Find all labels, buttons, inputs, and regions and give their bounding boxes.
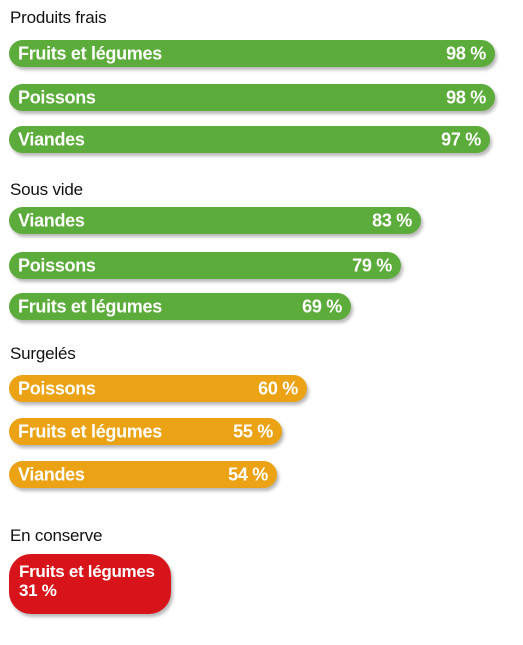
bar-label: Poissons [18, 255, 96, 275]
bar-value: 60 % [258, 378, 298, 398]
bar-label: Poissons [18, 378, 96, 398]
bar-label: Fruits et légumes [18, 43, 162, 63]
bar-label: Viandes [18, 210, 85, 230]
bar-value: 54 % [228, 464, 268, 484]
bar-label: Viandes [18, 129, 85, 149]
bar-label-text: Fruits et légumes [19, 562, 155, 581]
bar-value: 83 % [372, 210, 412, 230]
bar-value: 69 % [302, 296, 342, 316]
bar-en-conserve-1: Fruits et légumes 31 % [9, 554, 171, 614]
group-title-en-conserve: En conserve [10, 526, 103, 545]
bar-sous-vide-1: Viandes 83 % [9, 207, 421, 234]
bar-label: Fruits et légumes [18, 296, 162, 316]
bar-value: 98 % [446, 43, 486, 63]
bar-sous-vide-3: Fruits et légumes 69 % [9, 293, 351, 320]
bar-surgeles-3: Viandes 54 % [9, 461, 277, 488]
group-title-sous-vide: Sous vide [10, 180, 83, 199]
group-title-produits-frais: Produits frais [10, 8, 107, 27]
bar-value: 98 % [446, 87, 486, 107]
bar-label: Fruits et légumes 31 % [19, 562, 165, 600]
bar-value: 97 % [441, 129, 481, 149]
bar-surgeles-1: Poissons 60 % [9, 375, 307, 402]
bar-value: 55 % [233, 421, 273, 441]
bar-label: Poissons [18, 87, 96, 107]
bar-produits-frais-2: Poissons 98 % [9, 84, 495, 111]
group-title-surgeles: Surgelés [10, 344, 76, 363]
bar-value: 31 % [19, 581, 57, 600]
bar-produits-frais-3: Viandes 97 % [9, 126, 490, 153]
bar-produits-frais-1: Fruits et légumes 98 % [9, 40, 495, 67]
bar-surgeles-2: Fruits et légumes 55 % [9, 418, 282, 445]
bar-value: 79 % [352, 255, 392, 275]
bar-label: Viandes [18, 464, 85, 484]
bar-sous-vide-2: Poissons 79 % [9, 252, 401, 279]
bar-label: Fruits et légumes [18, 421, 162, 441]
